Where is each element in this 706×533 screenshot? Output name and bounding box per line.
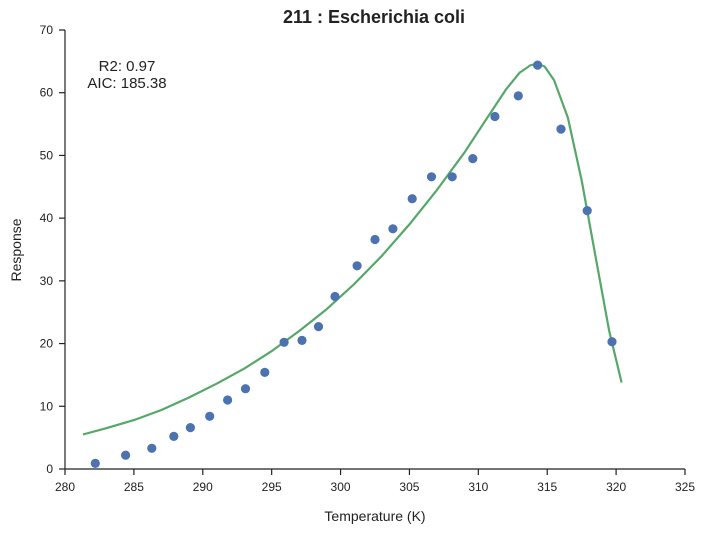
data-point	[169, 431, 179, 441]
chart-title: 211 : Escherichia coli	[283, 7, 465, 27]
data-point	[313, 322, 324, 332]
y-tick-label: 10	[40, 399, 54, 413]
data-point	[330, 291, 340, 302]
y-tick-label: 30	[40, 274, 54, 288]
data-point	[260, 367, 270, 377]
y-tick-label: 40	[40, 211, 54, 225]
data-point	[582, 206, 592, 216]
fit-layer	[82, 62, 623, 436]
data-point	[240, 384, 251, 394]
data-point	[352, 261, 362, 271]
x-axis-label: Temperature (K)	[324, 508, 425, 524]
data-point	[407, 194, 417, 204]
data-point	[468, 154, 478, 164]
annotation-aic: AIC: 185.38	[87, 75, 166, 92]
data-point	[556, 124, 566, 134]
data-point	[279, 337, 289, 347]
y-tick-label: 70	[40, 23, 54, 37]
x-tick-label: 300	[331, 480, 351, 494]
data-point	[185, 423, 195, 433]
x-tick-label: 310	[468, 480, 488, 494]
data-point	[90, 458, 100, 468]
x-tick-label: 320	[606, 480, 626, 494]
x-tick-label: 280	[55, 480, 75, 494]
annotation-r2: R2: 0.97	[99, 58, 156, 75]
data-point	[147, 443, 157, 453]
y-tick-label: 20	[40, 337, 54, 351]
y-tick-label: 60	[40, 86, 54, 100]
y-tick-label: 0	[46, 462, 53, 476]
x-tick-label: 305	[399, 480, 419, 494]
y-ticks: 0 10 20 30 40 50 60 70	[40, 23, 65, 476]
x-ticks: 280 285 290 295 300 305 310 315 320 325	[55, 469, 695, 494]
x-tick-label: 295	[262, 480, 282, 494]
y-tick-label: 50	[40, 148, 54, 162]
fit-line	[82, 62, 623, 436]
data-point	[205, 411, 215, 421]
data-point	[490, 111, 500, 122]
data-point	[447, 172, 457, 182]
x-tick-label: 285	[124, 480, 144, 494]
data-point	[533, 60, 543, 70]
data-point	[297, 335, 307, 345]
y-axis-label: Response	[8, 218, 24, 281]
data-point	[121, 450, 131, 460]
x-tick-label: 325	[675, 480, 695, 494]
x-tick-label: 290	[193, 480, 213, 494]
data-point	[223, 395, 233, 405]
data-point	[607, 337, 617, 347]
points-layer	[90, 60, 617, 468]
data-point	[370, 234, 380, 245]
data-point	[388, 224, 398, 234]
data-point	[426, 172, 437, 182]
data-point	[513, 91, 523, 101]
plot-area	[82, 60, 623, 468]
x-tick-label: 315	[537, 480, 557, 494]
